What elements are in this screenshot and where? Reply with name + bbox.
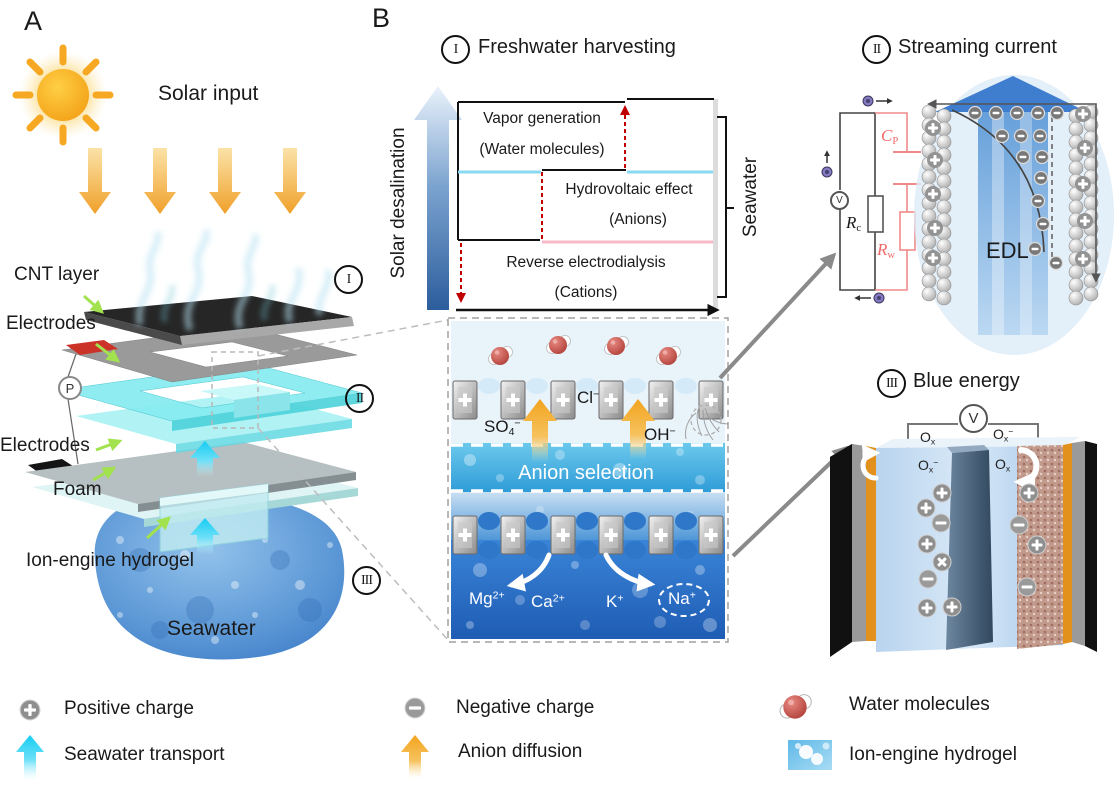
legend-seawater-transport: Seawater transport [64,744,225,765]
voltmeter-circuit: V [830,191,849,210]
seawater-transport-icon [16,735,44,780]
resistor-rw [899,211,916,251]
device-callout-rect [211,351,259,429]
streaming-current-title: Streaming current [898,36,1057,58]
negative-charge-icon [404,697,426,719]
membrane-scallops-lower [478,512,697,559]
seawater-bracket [717,116,727,298]
edl-label: EDL [986,238,1029,263]
species-left-top: Ox [920,429,936,447]
ion-label-calcium: Ca2+ [531,592,565,611]
solar-input-label: Solar input [158,82,259,105]
step-vapor-carrier: (Water molecules) [479,141,605,158]
ion-label-chloride: Cl− [577,388,600,407]
freshwater-chart [414,86,734,317]
panel-b-label: B [372,3,391,33]
numeral-two-a: II [345,384,374,413]
step-hydrovoltaic-name: Hydrovoltaic effect [565,181,693,198]
freshwater-title: Freshwater harvesting [478,36,676,58]
seawater-bracket-label: Seawater [740,156,762,238]
label-arrows [83,294,171,540]
vapor-smoke [135,228,333,332]
anion-diffusion-arrows [523,399,655,462]
pressure-meter: P [58,376,82,400]
hydrogel-icon [788,740,832,770]
ion-label-sodium: Na+ [668,589,696,608]
step-hydrovoltaic-carrier: (Anions) [609,211,667,228]
pressure-meter-wire [67,353,79,465]
blue-energy-cell [830,423,1097,657]
legend-icons [16,693,832,780]
cation-arrows [506,552,656,592]
legend-negative-charge: Negative charge [456,697,595,718]
legend-anion-diffusion: Anion diffusion [458,741,583,762]
numeral-two-b: II [862,35,891,64]
solar-arrows-icon [79,148,306,214]
panel-a-label: A [24,6,43,36]
foam-label: Foam [53,479,102,500]
positive-charge-icon [19,699,41,721]
step-red-name: Reverse electrodialysis [506,254,666,271]
blue-energy-title: Blue energy [913,370,1020,392]
edl-channel [914,75,1114,355]
ion-label-magnesium: Mg2+ [469,589,505,608]
callout-dashed-lines [257,319,449,641]
seawater-transport-arrows [190,441,220,554]
numeral-three-b: III [877,369,906,398]
resistor-rc-label: Rc [846,213,862,235]
solar-desalination-arrow [414,86,462,310]
panel-link-arrows [718,252,849,558]
hydrogel-label: Ion-engine hydrogel [26,550,194,571]
membrane-slab [946,450,993,650]
ion-label-hydroxide: OH− [644,425,676,444]
vapor-smoke-dark [160,284,276,323]
anion-selection-label: Anion selection [518,462,654,484]
hydrogel-frame-assembly [59,362,363,453]
species-right-bottom: Ox [995,456,1011,474]
step-red-carrier: (Cations) [554,284,618,301]
red-electrode-tab [66,340,118,355]
redox-cycle-arrows [860,444,1040,494]
membrane-box [447,317,729,643]
sodium-highlight-ellipse [658,583,710,617]
cnt-layer-slab [84,296,354,345]
membrane-scallops [478,378,697,394]
anion-diffusion-icon [401,735,429,778]
numeral-one-b: I [441,35,470,64]
water-molecule-icon [779,693,812,720]
numeral-three-a: III [352,566,381,595]
resistor-rw-label: Rw [877,240,895,262]
capacitor-cp-label: CP [881,126,899,148]
sun-icon [12,44,114,146]
species-left-bottom: Ox− [918,457,939,475]
ion-label-sulfate: SO4− [484,417,521,439]
seawater-blob [94,491,345,660]
legend-positive-charge: Positive charge [64,698,194,719]
step-vapor-name: Vapor generation [483,110,601,127]
voltmeter-cell: V [959,404,988,433]
resistor-rc [867,195,884,233]
hydrogel-block [159,483,269,553]
solar-desalination-axis-label: Solar desalination [388,127,410,279]
ion-label-potassium: K+ [606,592,624,611]
species-right-top: Ox− [993,426,1014,444]
numeral-one-a: I [334,265,363,294]
cnt-layer-label: CNT layer [14,264,100,285]
seawater-label-a: Seawater [167,617,256,640]
legend-water-molecules: Water molecules [849,694,990,715]
electrodes-top-label: Electrodes [6,313,96,334]
electrodes-bottom-label: Electrodes [0,435,90,456]
legend-hydrogel: Ion-engine hydrogel [849,744,1017,765]
